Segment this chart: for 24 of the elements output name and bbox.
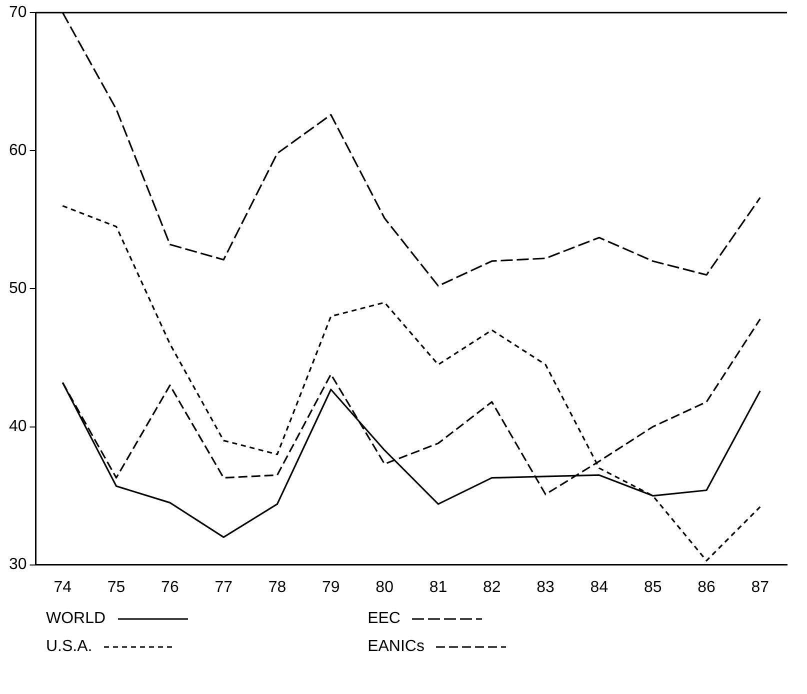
x-tick-label: 85 — [644, 578, 662, 596]
x-tick-label: 82 — [482, 578, 501, 596]
x-tick-label: 80 — [376, 578, 394, 596]
legend-label: EANICs — [368, 638, 424, 656]
line-series — [62, 205, 761, 562]
y-tick-label: 40 — [9, 418, 27, 436]
y-tick-label: 50 — [9, 280, 27, 298]
x-tick-label: 87 — [751, 578, 770, 596]
y-tick-label: 30 — [9, 556, 27, 574]
legend-label: U.S.A. — [46, 638, 92, 656]
legend-label: WORLD — [46, 610, 106, 628]
x-tick-label: 86 — [698, 578, 716, 596]
x-tick-label: 83 — [536, 578, 555, 596]
x-tick-label: 78 — [268, 578, 286, 596]
legend-label: EEC — [368, 610, 400, 628]
x-tick-label: 84 — [590, 578, 608, 596]
x-tick-label: 76 — [161, 578, 179, 596]
y-tick-label: 60 — [9, 142, 27, 160]
x-tick-label: 75 — [107, 578, 126, 596]
x-tick-label: 74 — [54, 578, 72, 596]
y-tick-label: 70 — [9, 4, 27, 22]
x-tick-label: 79 — [322, 578, 340, 596]
x-tick-label: 77 — [214, 578, 233, 596]
x-tick-label: 81 — [429, 578, 448, 596]
